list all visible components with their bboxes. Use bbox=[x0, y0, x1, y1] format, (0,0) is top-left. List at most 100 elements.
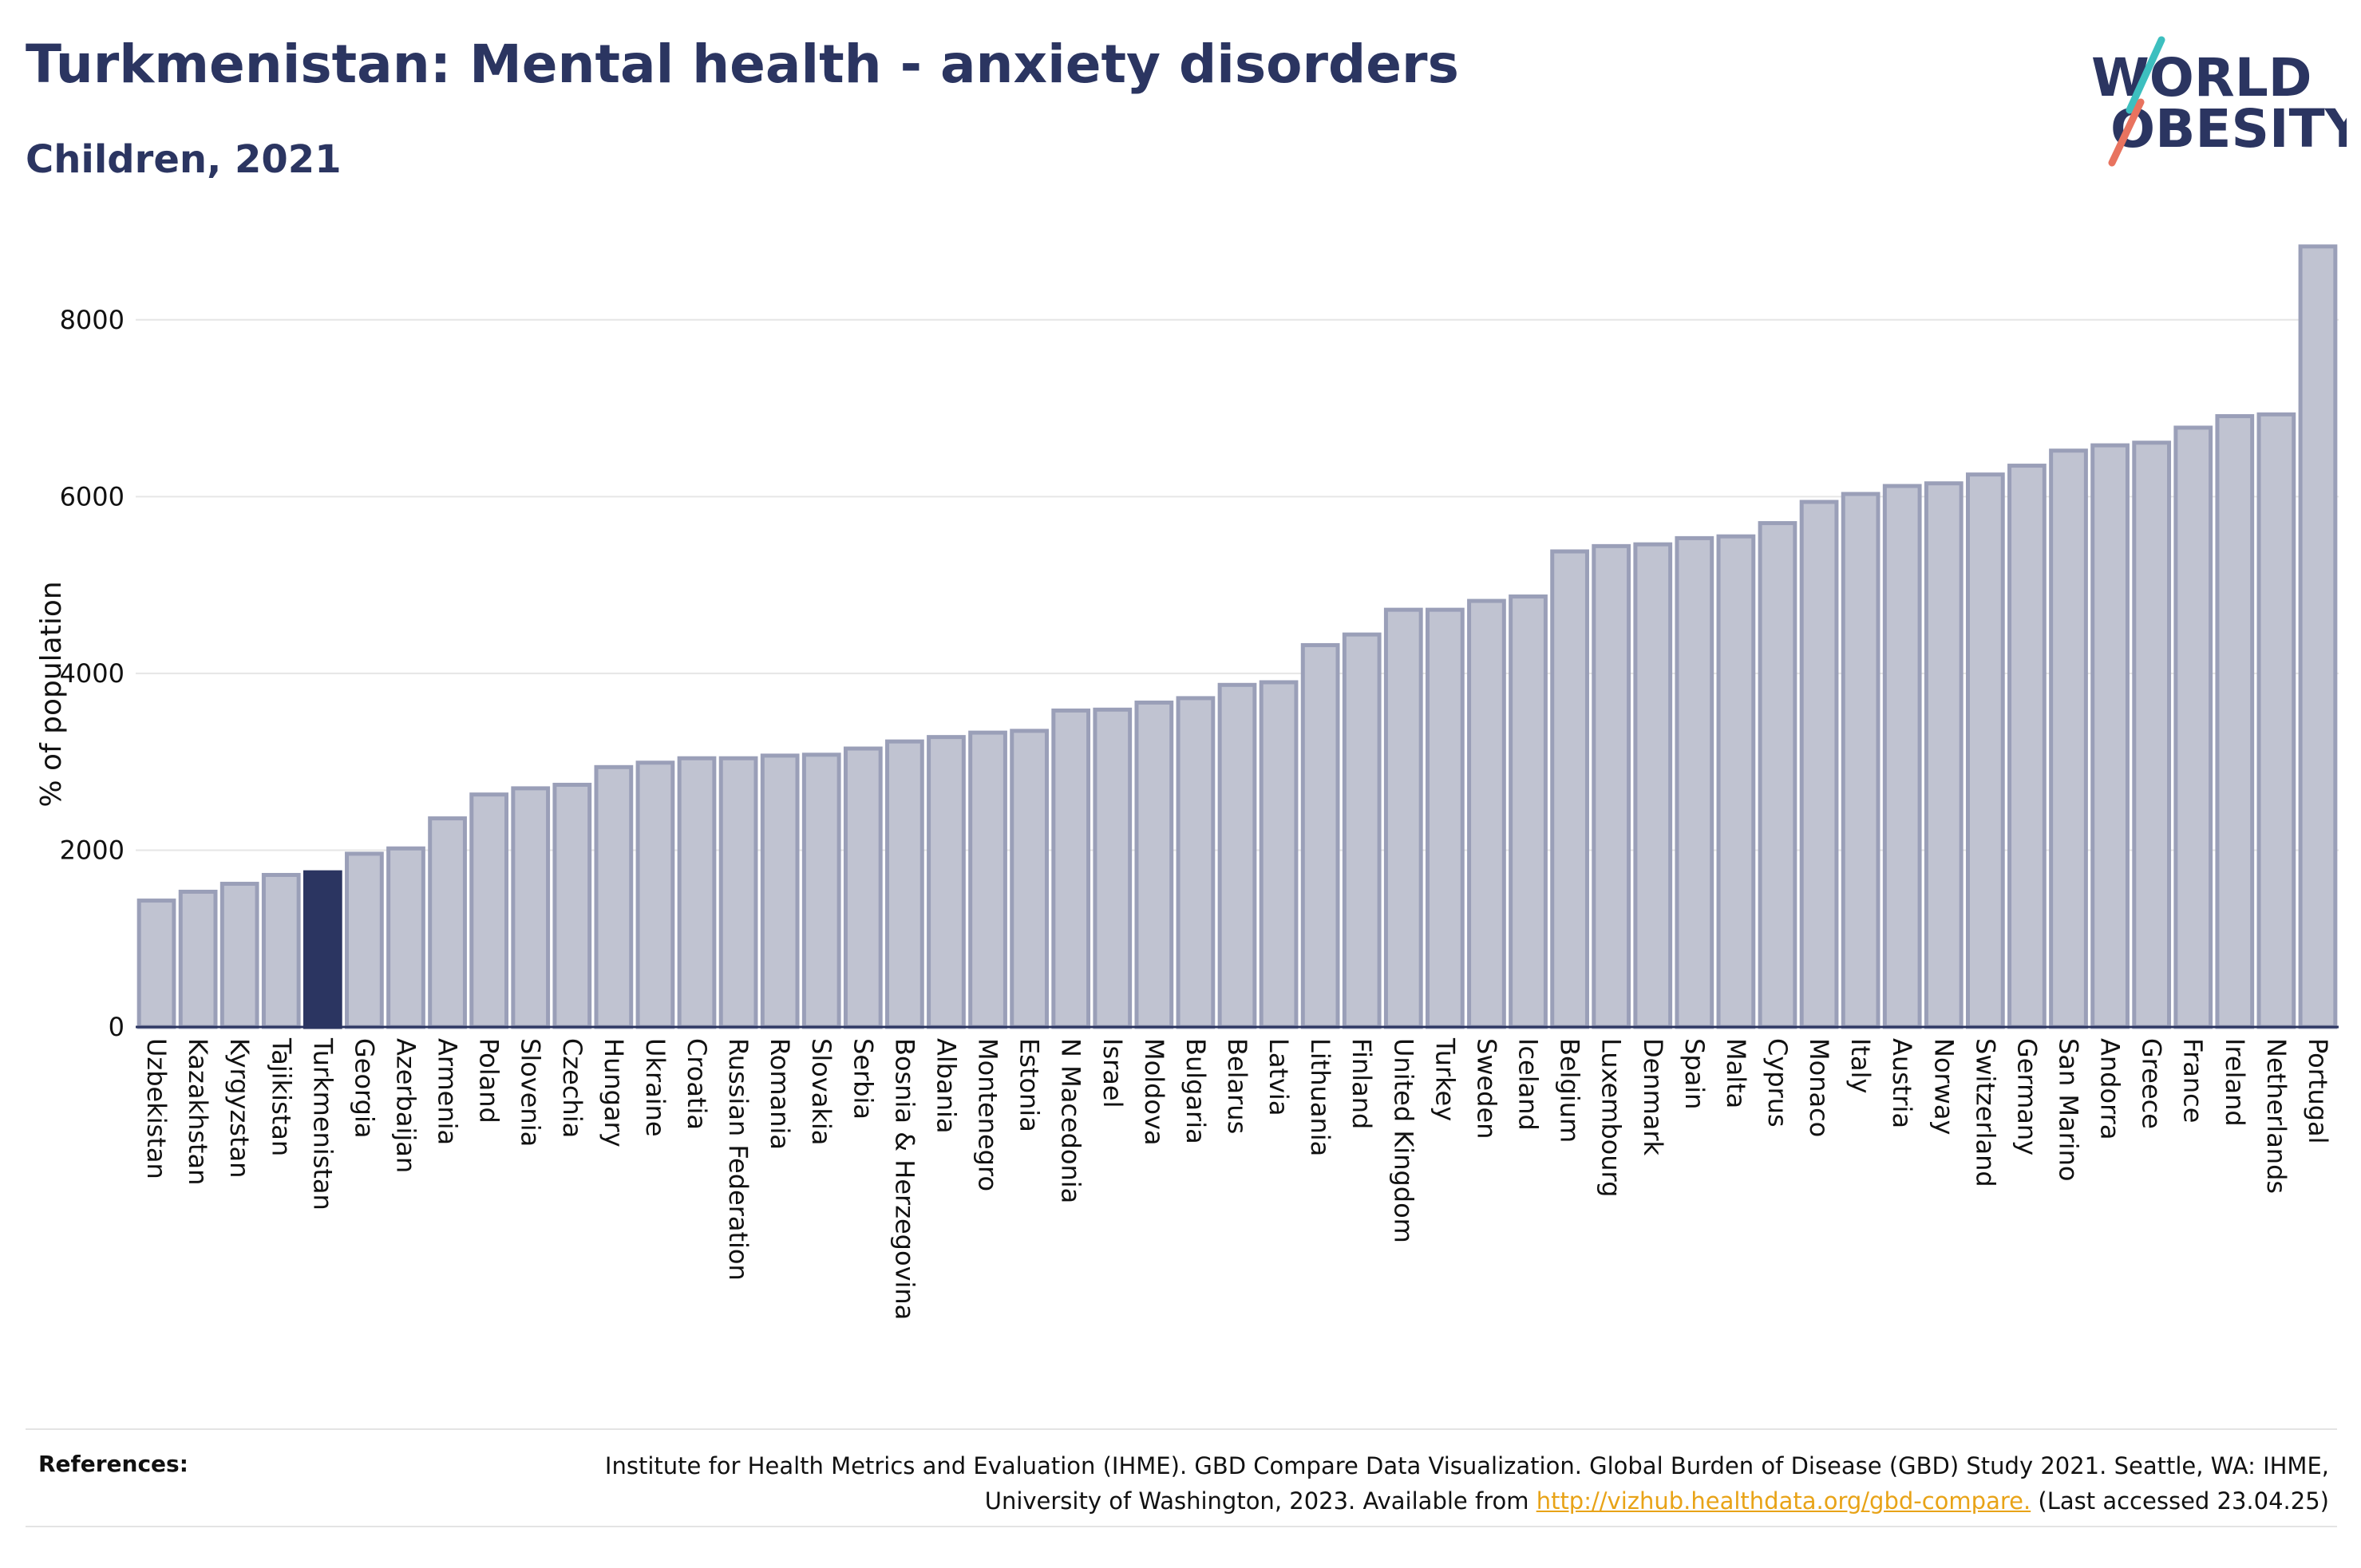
category-label: Turkmenistan bbox=[307, 1037, 338, 1211]
bar-estonia bbox=[1010, 729, 1049, 1029]
category-label: Kazakhstan bbox=[183, 1038, 213, 1185]
category-label: Turkey bbox=[1430, 1037, 1460, 1121]
bar-serbia bbox=[843, 746, 883, 1029]
category-label: France bbox=[2178, 1038, 2209, 1123]
references-text-after: (Last accessed 23.04.25) bbox=[2031, 1487, 2329, 1515]
world-obesity-logo: WORLD OBESITY bbox=[2091, 36, 2347, 167]
category-label: Serbia bbox=[848, 1038, 878, 1120]
bar-denmark bbox=[1633, 542, 1673, 1029]
bar-hungary bbox=[594, 764, 634, 1029]
category-label: Norway bbox=[1928, 1038, 1959, 1135]
category-label: Armenia bbox=[433, 1038, 463, 1145]
category-label: Russian Federation bbox=[723, 1038, 753, 1281]
bar-austria bbox=[1882, 484, 1922, 1029]
category-label: Iceland bbox=[1513, 1038, 1544, 1131]
category-label: Italy bbox=[1845, 1038, 1876, 1093]
bar-czechia bbox=[552, 782, 592, 1029]
references-link[interactable]: http://vizhub.healthdata.org/gbd-compare… bbox=[1536, 1487, 2031, 1515]
bar-poland bbox=[469, 792, 509, 1029]
bar-france bbox=[2173, 425, 2213, 1029]
references-divider-top bbox=[26, 1428, 2337, 1430]
logo-slash-teal-mark bbox=[2126, 36, 2165, 114]
y-tick-labels: 0 2000 4000 6000 8000 bbox=[60, 305, 125, 1042]
category-label: San Marino bbox=[2054, 1038, 2084, 1182]
bar-n-macedonia bbox=[1051, 708, 1091, 1029]
bar-andorra bbox=[2090, 443, 2130, 1029]
category-label: Hungary bbox=[599, 1038, 629, 1147]
category-label: Albania bbox=[931, 1038, 961, 1133]
bar-belgium bbox=[1550, 549, 1589, 1029]
category-label: Azerbaijan bbox=[390, 1038, 421, 1173]
category-label: N Macedonia bbox=[1056, 1038, 1086, 1203]
bar-luxembourg bbox=[1592, 543, 1631, 1029]
logo-line-1: WORLD bbox=[2091, 47, 2312, 109]
category-labels: Uzbekistan Kazakhstan Kyrgyzstan Tajikistan… bbox=[141, 1037, 2333, 1320]
category-label: Romania bbox=[765, 1038, 795, 1150]
bar-chart: 0 2000 4000 6000 8000 Uzbekistan Kazakhstan Ky… bbox=[35, 244, 2339, 1320]
logo-slash-coral-mark bbox=[2108, 98, 2145, 167]
y-tick-label: 4000 bbox=[60, 658, 125, 689]
category-label: Cyprus bbox=[1762, 1038, 1793, 1128]
category-label: Kyrgyzstan bbox=[224, 1038, 255, 1178]
bar-kyrgyzstan bbox=[219, 882, 259, 1029]
bar-georgia bbox=[345, 851, 384, 1029]
bar-romania bbox=[760, 753, 800, 1029]
category-label: Poland bbox=[474, 1038, 504, 1124]
bar-greece bbox=[2132, 440, 2172, 1029]
category-label: Finland bbox=[1347, 1038, 1377, 1129]
y-axis-title: % of population bbox=[35, 581, 68, 807]
bar-slovenia bbox=[511, 786, 551, 1029]
category-label: Slovakia bbox=[806, 1038, 836, 1145]
category-label: Lithuania bbox=[1305, 1038, 1335, 1156]
category-label: Tajikistan bbox=[266, 1037, 296, 1156]
bar-bosnia-herzegovina bbox=[885, 739, 924, 1029]
y-tick-label: 6000 bbox=[60, 481, 125, 511]
bar-croatia bbox=[677, 756, 717, 1029]
category-label: Spain bbox=[1679, 1038, 1710, 1109]
category-label: Monaco bbox=[1804, 1038, 1834, 1137]
category-label: Latvia bbox=[1264, 1038, 1294, 1116]
bar-malta bbox=[1716, 534, 1756, 1029]
bar-turkey bbox=[1426, 607, 1465, 1029]
category-label: Denmark bbox=[1638, 1038, 1668, 1156]
category-label: Sweden bbox=[1471, 1038, 1501, 1139]
bar-armenia bbox=[428, 816, 467, 1029]
bar-sweden bbox=[1467, 598, 1506, 1029]
category-label: Andorra bbox=[2095, 1038, 2126, 1139]
bar-portugal bbox=[2298, 244, 2338, 1029]
category-label: Estonia bbox=[1014, 1038, 1045, 1132]
bar-turkmenistan bbox=[303, 870, 342, 1029]
category-label: Georgia bbox=[349, 1038, 379, 1138]
category-label: Croatia bbox=[682, 1038, 712, 1130]
bar-ukraine bbox=[635, 760, 675, 1029]
y-tick-label: 2000 bbox=[60, 835, 125, 865]
y-tick-label: 8000 bbox=[60, 305, 125, 335]
bar-lithuania bbox=[1300, 642, 1340, 1029]
category-label: Uzbekistan bbox=[141, 1038, 172, 1179]
bar-kazakhstan bbox=[178, 890, 218, 1029]
bar-uzbekistan bbox=[136, 899, 176, 1029]
bar-united-kingdom bbox=[1383, 607, 1423, 1029]
category-label: Austria bbox=[1887, 1038, 1917, 1128]
bar-cyprus bbox=[1758, 521, 1797, 1029]
bar-slovakia bbox=[801, 752, 841, 1029]
category-label: Belarus bbox=[1222, 1038, 1252, 1134]
bar-azerbaijan bbox=[386, 846, 425, 1029]
bar-italy bbox=[1841, 492, 1880, 1029]
category-label: Bulgaria bbox=[1180, 1038, 1211, 1144]
category-label: Moldova bbox=[1139, 1038, 1169, 1146]
bar-latvia bbox=[1259, 680, 1299, 1029]
chart-title: Turkmenistan: Mental health - anxiety di… bbox=[26, 34, 1459, 95]
category-label: Malta bbox=[1721, 1038, 1751, 1108]
references-divider-bottom bbox=[26, 1526, 2337, 1527]
bar-iceland bbox=[1509, 594, 1548, 1029]
bar-netherlands bbox=[2256, 412, 2296, 1029]
category-label: Ukraine bbox=[640, 1038, 670, 1137]
category-label: Netherlands bbox=[2261, 1038, 2292, 1194]
category-label: Slovenia bbox=[516, 1038, 546, 1147]
y-tick-label: 0 bbox=[109, 1012, 125, 1042]
bar-moldova bbox=[1134, 700, 1174, 1029]
bar-bulgaria bbox=[1176, 696, 1216, 1029]
bars bbox=[136, 244, 2338, 1029]
bar-switzerland bbox=[1965, 472, 2005, 1029]
